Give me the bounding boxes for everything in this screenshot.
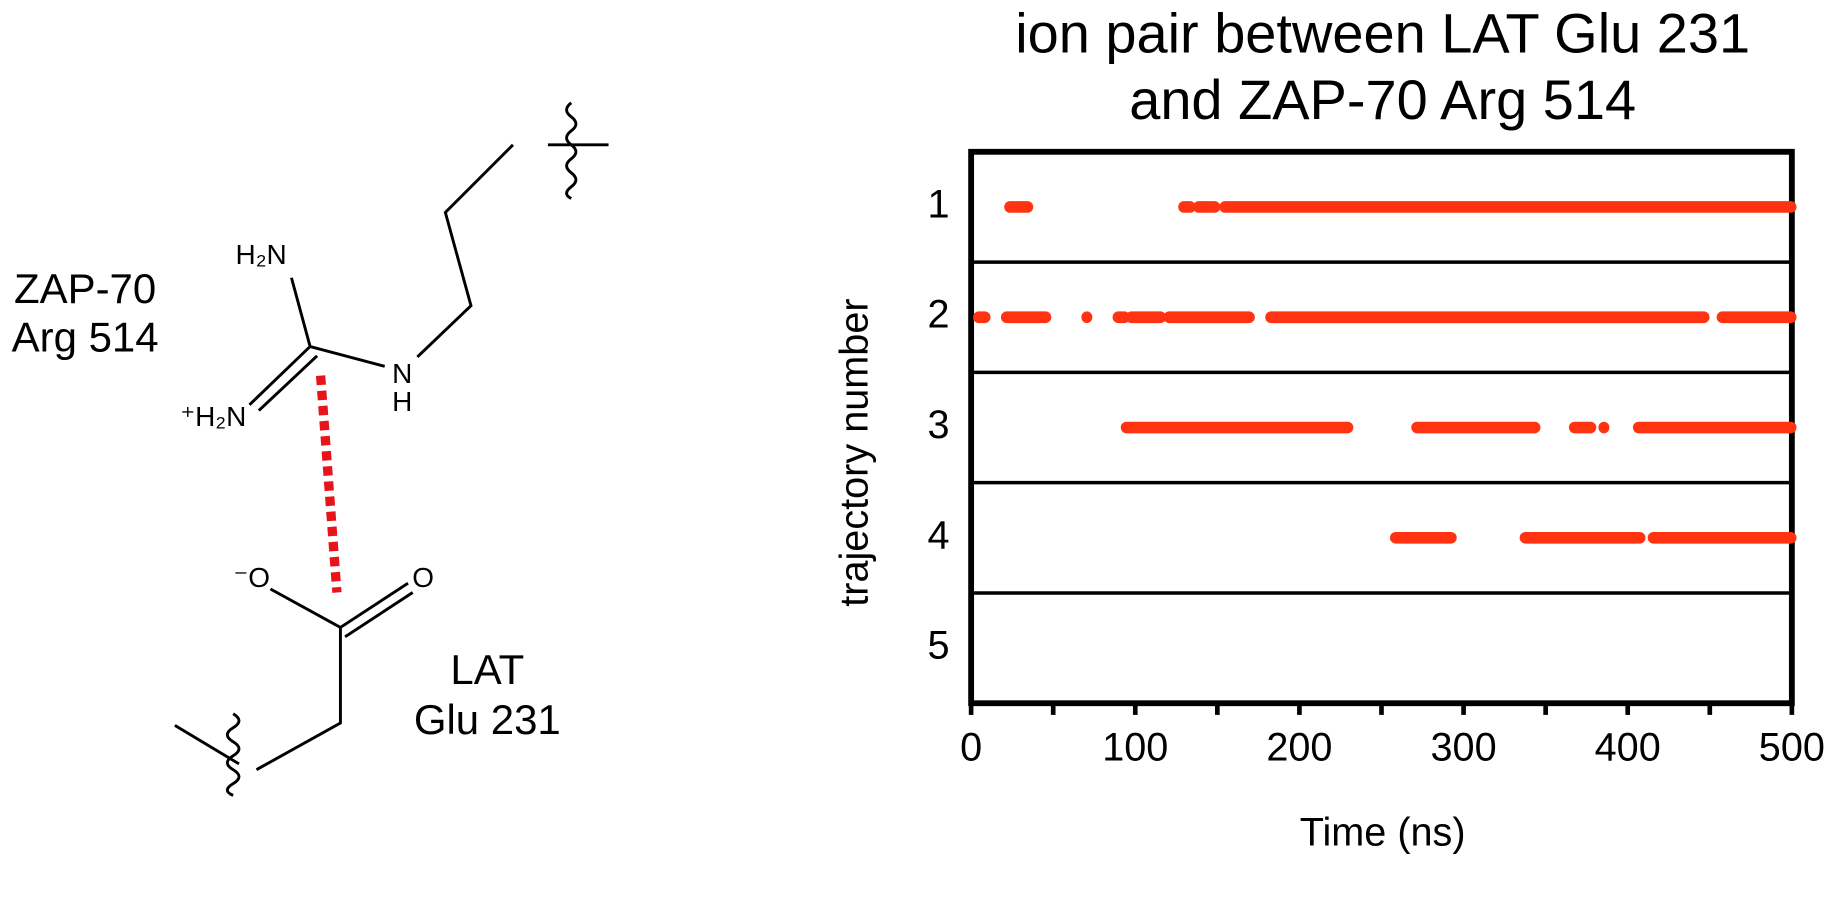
atom-label: O <box>412 562 434 593</box>
y-axis-label: trajectory number <box>832 298 876 606</box>
occupancy-segment <box>1125 311 1167 324</box>
y-tick-label: 4 <box>927 513 949 557</box>
occupancy-segment <box>973 311 991 324</box>
occupancy-segment <box>1081 311 1093 324</box>
occupancy-segment <box>1411 421 1541 434</box>
residue-label: Arg 514 <box>12 314 159 361</box>
residue-label: ZAP-70 <box>14 265 156 312</box>
occupancy-segment <box>1389 531 1457 544</box>
chart-title: and ZAP-70 Arg 514 <box>1129 68 1636 131</box>
atom-label: ⁻O <box>234 562 271 593</box>
y-tick-label: 2 <box>927 293 949 337</box>
wavy-bond <box>565 101 578 200</box>
occupancy-segment <box>1192 201 1221 213</box>
occupancy-segment <box>1219 201 1797 213</box>
residue-label: LAT <box>450 646 524 693</box>
occupancy-segment <box>1647 531 1797 544</box>
x-tick-label: 200 <box>1266 725 1332 769</box>
occupancy-segment <box>1716 311 1797 324</box>
occupancy-segment <box>1163 311 1255 324</box>
wavy-bond <box>225 712 241 797</box>
occupancy-segment <box>1598 421 1610 434</box>
y-tick-label: 1 <box>927 182 949 226</box>
structure-diagram: H₂N ⁺H₂N N H ⁻O O ZAP-70 Arg 514 LAT Glu… <box>12 101 609 797</box>
bond <box>174 581 414 771</box>
chart-title: ion pair between LAT Glu 231 <box>1015 1 1750 64</box>
occupancy-segment <box>1120 421 1354 434</box>
atom-label: H <box>392 386 412 417</box>
x-tick-label: 400 <box>1595 725 1661 769</box>
occupancy-segment <box>1519 531 1646 544</box>
occupancy-segment <box>1568 421 1597 434</box>
atom-label: N <box>392 358 412 389</box>
occupancy-segment <box>1112 311 1131 324</box>
bond <box>248 143 609 412</box>
occupancy-segment <box>1004 201 1034 213</box>
x-tick-label: 500 <box>1759 725 1825 769</box>
occupancy-segment <box>1632 421 1797 434</box>
ion-pair-line <box>315 375 342 593</box>
atom-label: ⁺H₂N <box>180 401 246 432</box>
occupancy-segment <box>1265 311 1710 324</box>
occupancy-segment <box>1000 311 1052 324</box>
x-tick-label: 0 <box>960 725 982 769</box>
residue-label: Glu 231 <box>414 696 561 743</box>
x-tick-label: 100 <box>1102 725 1168 769</box>
x-tick-label: 300 <box>1431 725 1497 769</box>
y-tick-label: 3 <box>927 403 949 447</box>
atom-label: H₂N <box>236 239 287 270</box>
x-axis-label: Time (ns) <box>1300 810 1466 854</box>
y-tick-label: 5 <box>927 624 949 668</box>
occupancy-segment <box>1178 201 1196 213</box>
